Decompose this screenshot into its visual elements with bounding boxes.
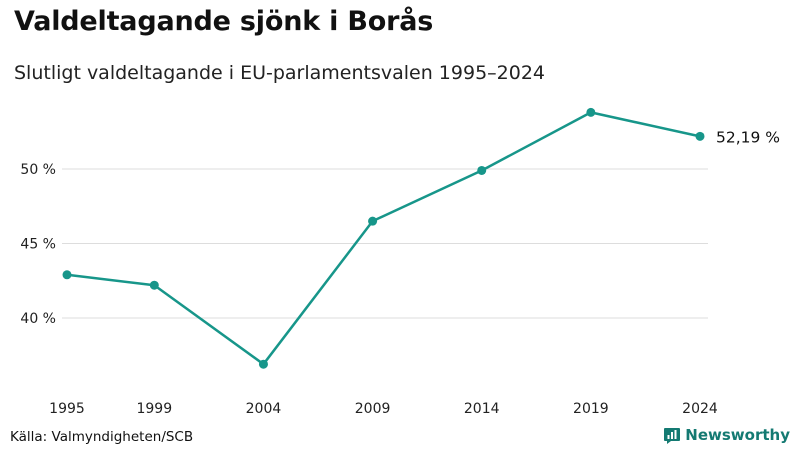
page-title: Valdeltagande sjönk i Borås xyxy=(14,6,434,37)
bar-chart-speech-bubble-icon xyxy=(664,428,681,444)
end-value-label: 52,19 % xyxy=(716,128,780,146)
data-point-1999 xyxy=(149,280,159,290)
x-tick-label-0: 1995 xyxy=(49,401,85,417)
y-tick-label-0: 40 % xyxy=(20,311,56,327)
brand-name: Newsworthy xyxy=(685,426,790,444)
data-point-2004 xyxy=(258,359,268,369)
x-tick-label-2: 2004 xyxy=(246,401,282,417)
data-point-2014 xyxy=(477,165,487,175)
y-tick-label-1: 45 % xyxy=(20,237,56,253)
x-tick-label-3: 2009 xyxy=(355,401,391,417)
x-axis-labels: 1995 1999 2004 2009 2014 2019 2024 xyxy=(49,401,718,417)
gridlines xyxy=(62,168,708,319)
data-point-2024 xyxy=(695,131,705,141)
data-labels: 52,19 % xyxy=(716,128,780,146)
x-tick-label-6: 2024 xyxy=(682,401,718,417)
data-point-1995 xyxy=(62,270,72,280)
page-subtitle: Slutligt valdeltagande i EU-parlamentsva… xyxy=(14,62,546,84)
series-line xyxy=(66,111,701,366)
data-point-2009 xyxy=(368,216,378,226)
x-tick-label-5: 2019 xyxy=(573,401,609,417)
data-point-2019 xyxy=(586,107,596,117)
source-note: Källa: Valmyndigheten/SCB xyxy=(10,429,194,445)
x-tick-label-4: 2014 xyxy=(464,401,500,417)
brand-logo: Newsworthy xyxy=(663,426,790,444)
y-tick-label-2: 50 % xyxy=(20,162,56,178)
data-series xyxy=(62,107,705,369)
x-tick-label-1: 1999 xyxy=(136,401,172,417)
y-axis-labels: 40 % 45 % 50 % xyxy=(20,162,56,327)
